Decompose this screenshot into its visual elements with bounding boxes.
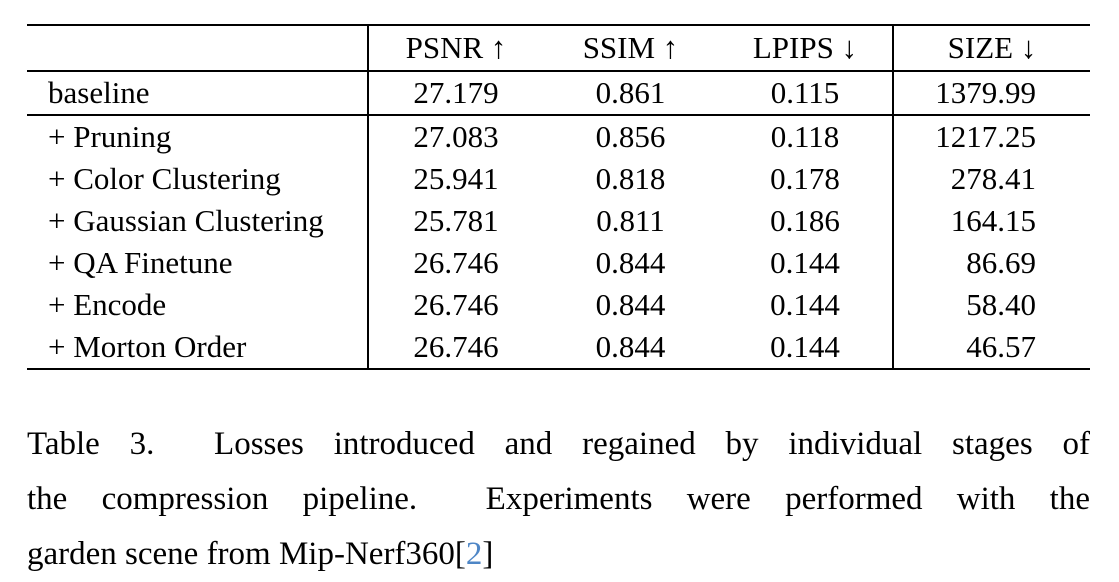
row-label: + Color Clustering — [27, 158, 369, 200]
col-header-lpips: LPIPS ↓ — [718, 25, 894, 71]
size-value: 278.41 — [950, 161, 1036, 196]
ssim-value: 0.844 — [595, 329, 666, 364]
caption-line-2: the compression pipeline. Experiments we… — [27, 481, 1090, 517]
size-value: 1217.25 — [935, 119, 1036, 154]
ssim-value: 0.844 — [595, 245, 666, 280]
ssim-value: 0.861 — [595, 75, 666, 110]
psnr-value: 25.781 — [413, 203, 499, 238]
row-label: baseline — [27, 71, 369, 115]
caption-line-3: garden scene from Mip-Nerf360[2] — [27, 527, 1090, 582]
table-row-encode: + Encode 26.746 0.844 0.144 58.40 — [27, 284, 1090, 326]
size-value: 58.40 — [966, 287, 1036, 322]
lpips-value: 0.144 — [718, 284, 894, 326]
caption-line-1: Table 3. Losses introduced and regained … — [27, 426, 1090, 462]
col-header-psnr: PSNR ↑ — [405, 30, 507, 65]
table-row-color-clustering: + Color Clustering 25.941 0.818 0.178 27… — [27, 158, 1090, 200]
row-label: + Pruning — [27, 115, 369, 158]
lpips-value: 0.186 — [718, 200, 894, 242]
lpips-value: 0.118 — [718, 115, 894, 158]
psnr-value: 27.179 — [413, 75, 499, 110]
row-label: + QA Finetune — [27, 242, 369, 284]
ssim-value: 0.818 — [595, 161, 666, 196]
ssim-value: 0.856 — [595, 119, 666, 154]
table-header-row: PSNR ↑ SSIM ↑ LPIPS ↓ SIZE ↓ — [27, 25, 1090, 71]
col-header-method — [27, 25, 369, 71]
lpips-value: 0.178 — [718, 158, 894, 200]
size-value: 1379.99 — [935, 75, 1036, 110]
ssim-value: 0.811 — [596, 203, 665, 238]
size-value: 164.15 — [950, 203, 1036, 238]
psnr-value: 26.746 — [413, 287, 499, 322]
psnr-value: 25.941 — [413, 161, 499, 196]
table-row-baseline: baseline 27.179 0.861 0.115 1379.99 — [27, 71, 1090, 115]
psnr-value: 26.746 — [413, 329, 499, 364]
col-header-ssim: SSIM ↑ — [582, 30, 679, 65]
ssim-value: 0.844 — [595, 287, 666, 322]
table-row-qa-finetune: + QA Finetune 26.746 0.844 0.144 86.69 — [27, 242, 1090, 284]
table-caption: Table 3. Losses introduced and regained … — [27, 417, 1090, 582]
lpips-value: 0.144 — [718, 242, 894, 284]
table-row-pruning: + Pruning 27.083 0.856 0.118 1217.25 — [27, 115, 1090, 158]
caption-line-3-close-bracket: ] — [482, 536, 494, 572]
lpips-value: 0.115 — [718, 71, 894, 115]
col-header-size: SIZE ↓ — [947, 30, 1037, 65]
psnr-value: 26.746 — [413, 245, 499, 280]
table-row-gaussian-clustering: + Gaussian Clustering 25.781 0.811 0.186… — [27, 200, 1090, 242]
row-label: + Gaussian Clustering — [27, 200, 369, 242]
row-label: + Encode — [27, 284, 369, 326]
psnr-value: 27.083 — [413, 119, 499, 154]
caption-line-3-text: garden scene from Mip-Nerf360[ — [27, 536, 466, 572]
size-value: 86.69 — [966, 245, 1036, 280]
row-label: + Morton Order — [27, 326, 369, 369]
lpips-value: 0.144 — [718, 326, 894, 369]
size-value: 46.57 — [966, 329, 1036, 364]
table-row-morton-order: + Morton Order 26.746 0.844 0.144 46.57 — [27, 326, 1090, 369]
results-table: PSNR ↑ SSIM ↑ LPIPS ↓ SIZE ↓ baseline 27… — [27, 24, 1090, 370]
citation-link-2[interactable]: 2 — [465, 536, 483, 572]
